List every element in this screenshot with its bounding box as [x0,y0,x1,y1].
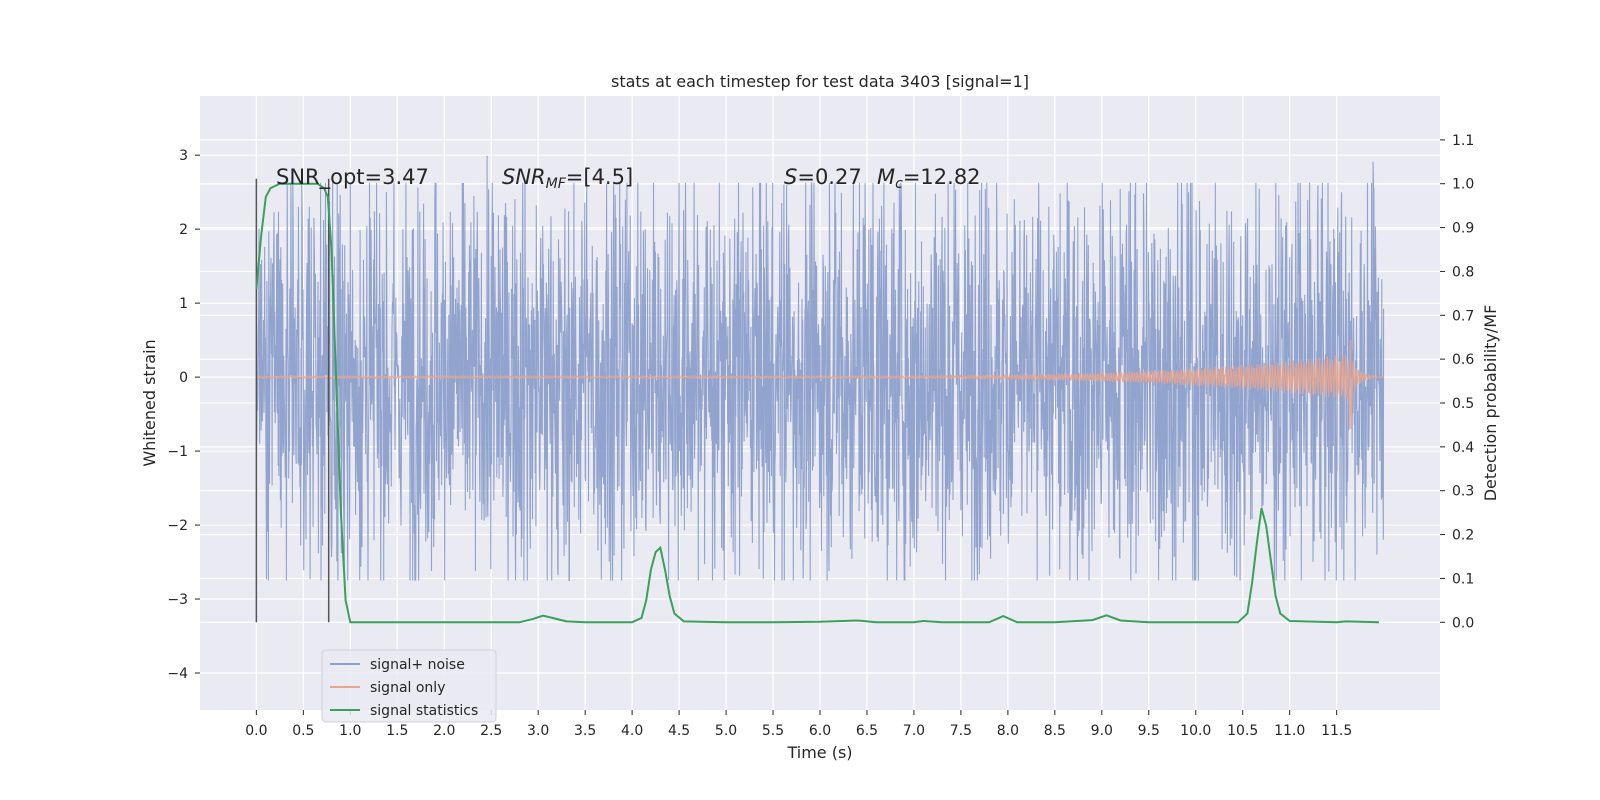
x-tick-label: 0.0 [245,723,267,739]
x-tick-label: 11.0 [1274,723,1305,739]
y2-tick-label: 0.0 [1452,615,1474,631]
y2-tick-label: 0.3 [1452,484,1474,500]
y2-axis-label: Detection probability/MF [1481,305,1500,502]
y-tick-label: 1 [179,296,188,312]
y2-tick-label: 0.6 [1452,352,1474,368]
y-tick-label: −1 [167,444,188,460]
x-tick-label: 1.5 [386,723,408,739]
y2-tick-label: 0.2 [1452,528,1474,544]
annotation-mc: Mc=12.82 [877,165,981,192]
annotation-snr-mf: SNRMF=[4.5] [502,165,633,192]
y-tick-label: −4 [167,666,188,682]
x-axis-label: Time (s) [786,743,852,762]
series-signal-statistics-line [255,182,1379,624]
x-tick-label: 9.5 [1138,723,1160,739]
y2-tick-label: 1.0 [1452,177,1474,193]
annotation-snr-opt: SNR_opt=3.47 [276,165,429,190]
data-layer [255,155,1385,624]
chart-title: stats at each timestep for test data 340… [611,72,1029,91]
y-tick-label: −2 [167,518,188,534]
x-tick-label: 5.0 [715,723,737,739]
y-tick-label: 3 [179,148,188,164]
y-tick-label: 0 [179,370,188,386]
x-tick-label: 10.5 [1227,723,1258,739]
x-tick-label: 9.0 [1091,723,1113,739]
legend: signal+ noise signal only signal statistic… [321,649,497,723]
x-tick-label: 7.5 [950,723,972,739]
x-tick-label: 3.5 [574,723,596,739]
x-tick-label: 4.5 [668,723,690,739]
x-tick-label: 8.5 [1044,723,1066,739]
legend-label: signal statistics [370,703,478,719]
x-tick-label: 0.5 [292,723,314,739]
x-tick-label: 2.0 [433,723,455,739]
y2-tick-label: 1.1 [1452,133,1474,149]
x-tick-label: 6.0 [809,723,831,739]
x-tick-label: 1.0 [339,723,361,739]
x-tick-label: 11.5 [1321,723,1352,739]
y-tick-label: 2 [179,222,188,238]
legend-box [321,649,497,723]
ticks: 0.0 0.5 1.0 1.5 2.0 2.5 3.0 3.5 4.0 4.5 5.0 5.5 6.0 6… [167,133,1474,739]
y2-tick-label: 0.8 [1452,264,1474,280]
y2-tick-label: 0.9 [1452,221,1474,237]
y-axis-label: Whitened strain [140,339,159,466]
x-tick-label: 3.0 [527,723,549,739]
y2-tick-label: 0.4 [1452,440,1474,456]
x-tick-label: 5.5 [762,723,784,739]
x-tick-label: 7.0 [903,723,925,739]
legend-label: signal only [370,680,445,696]
x-tick-label: 8.0 [997,723,1019,739]
series-signal-noise-line [255,155,1385,582]
legend-label: signal+ noise [370,657,465,673]
x-tick-label: 2.5 [480,723,502,739]
y-tick-label: −3 [167,592,188,608]
y2-tick-label: 0.5 [1452,396,1474,412]
annotations: SNR_opt=3.47 SNRMF=[4.5] S=0.27 Mc=12.82 [276,165,981,192]
annotation-s: S=0.27 [784,165,862,189]
x-tick-label: 10.0 [1180,723,1211,739]
x-tick-label: 6.5 [856,723,878,739]
series-signal-only-line [255,340,1384,429]
y2-tick-label: 0.7 [1452,308,1474,324]
y2-tick-label: 0.1 [1452,571,1474,587]
x-tick-label: 4.0 [621,723,643,739]
